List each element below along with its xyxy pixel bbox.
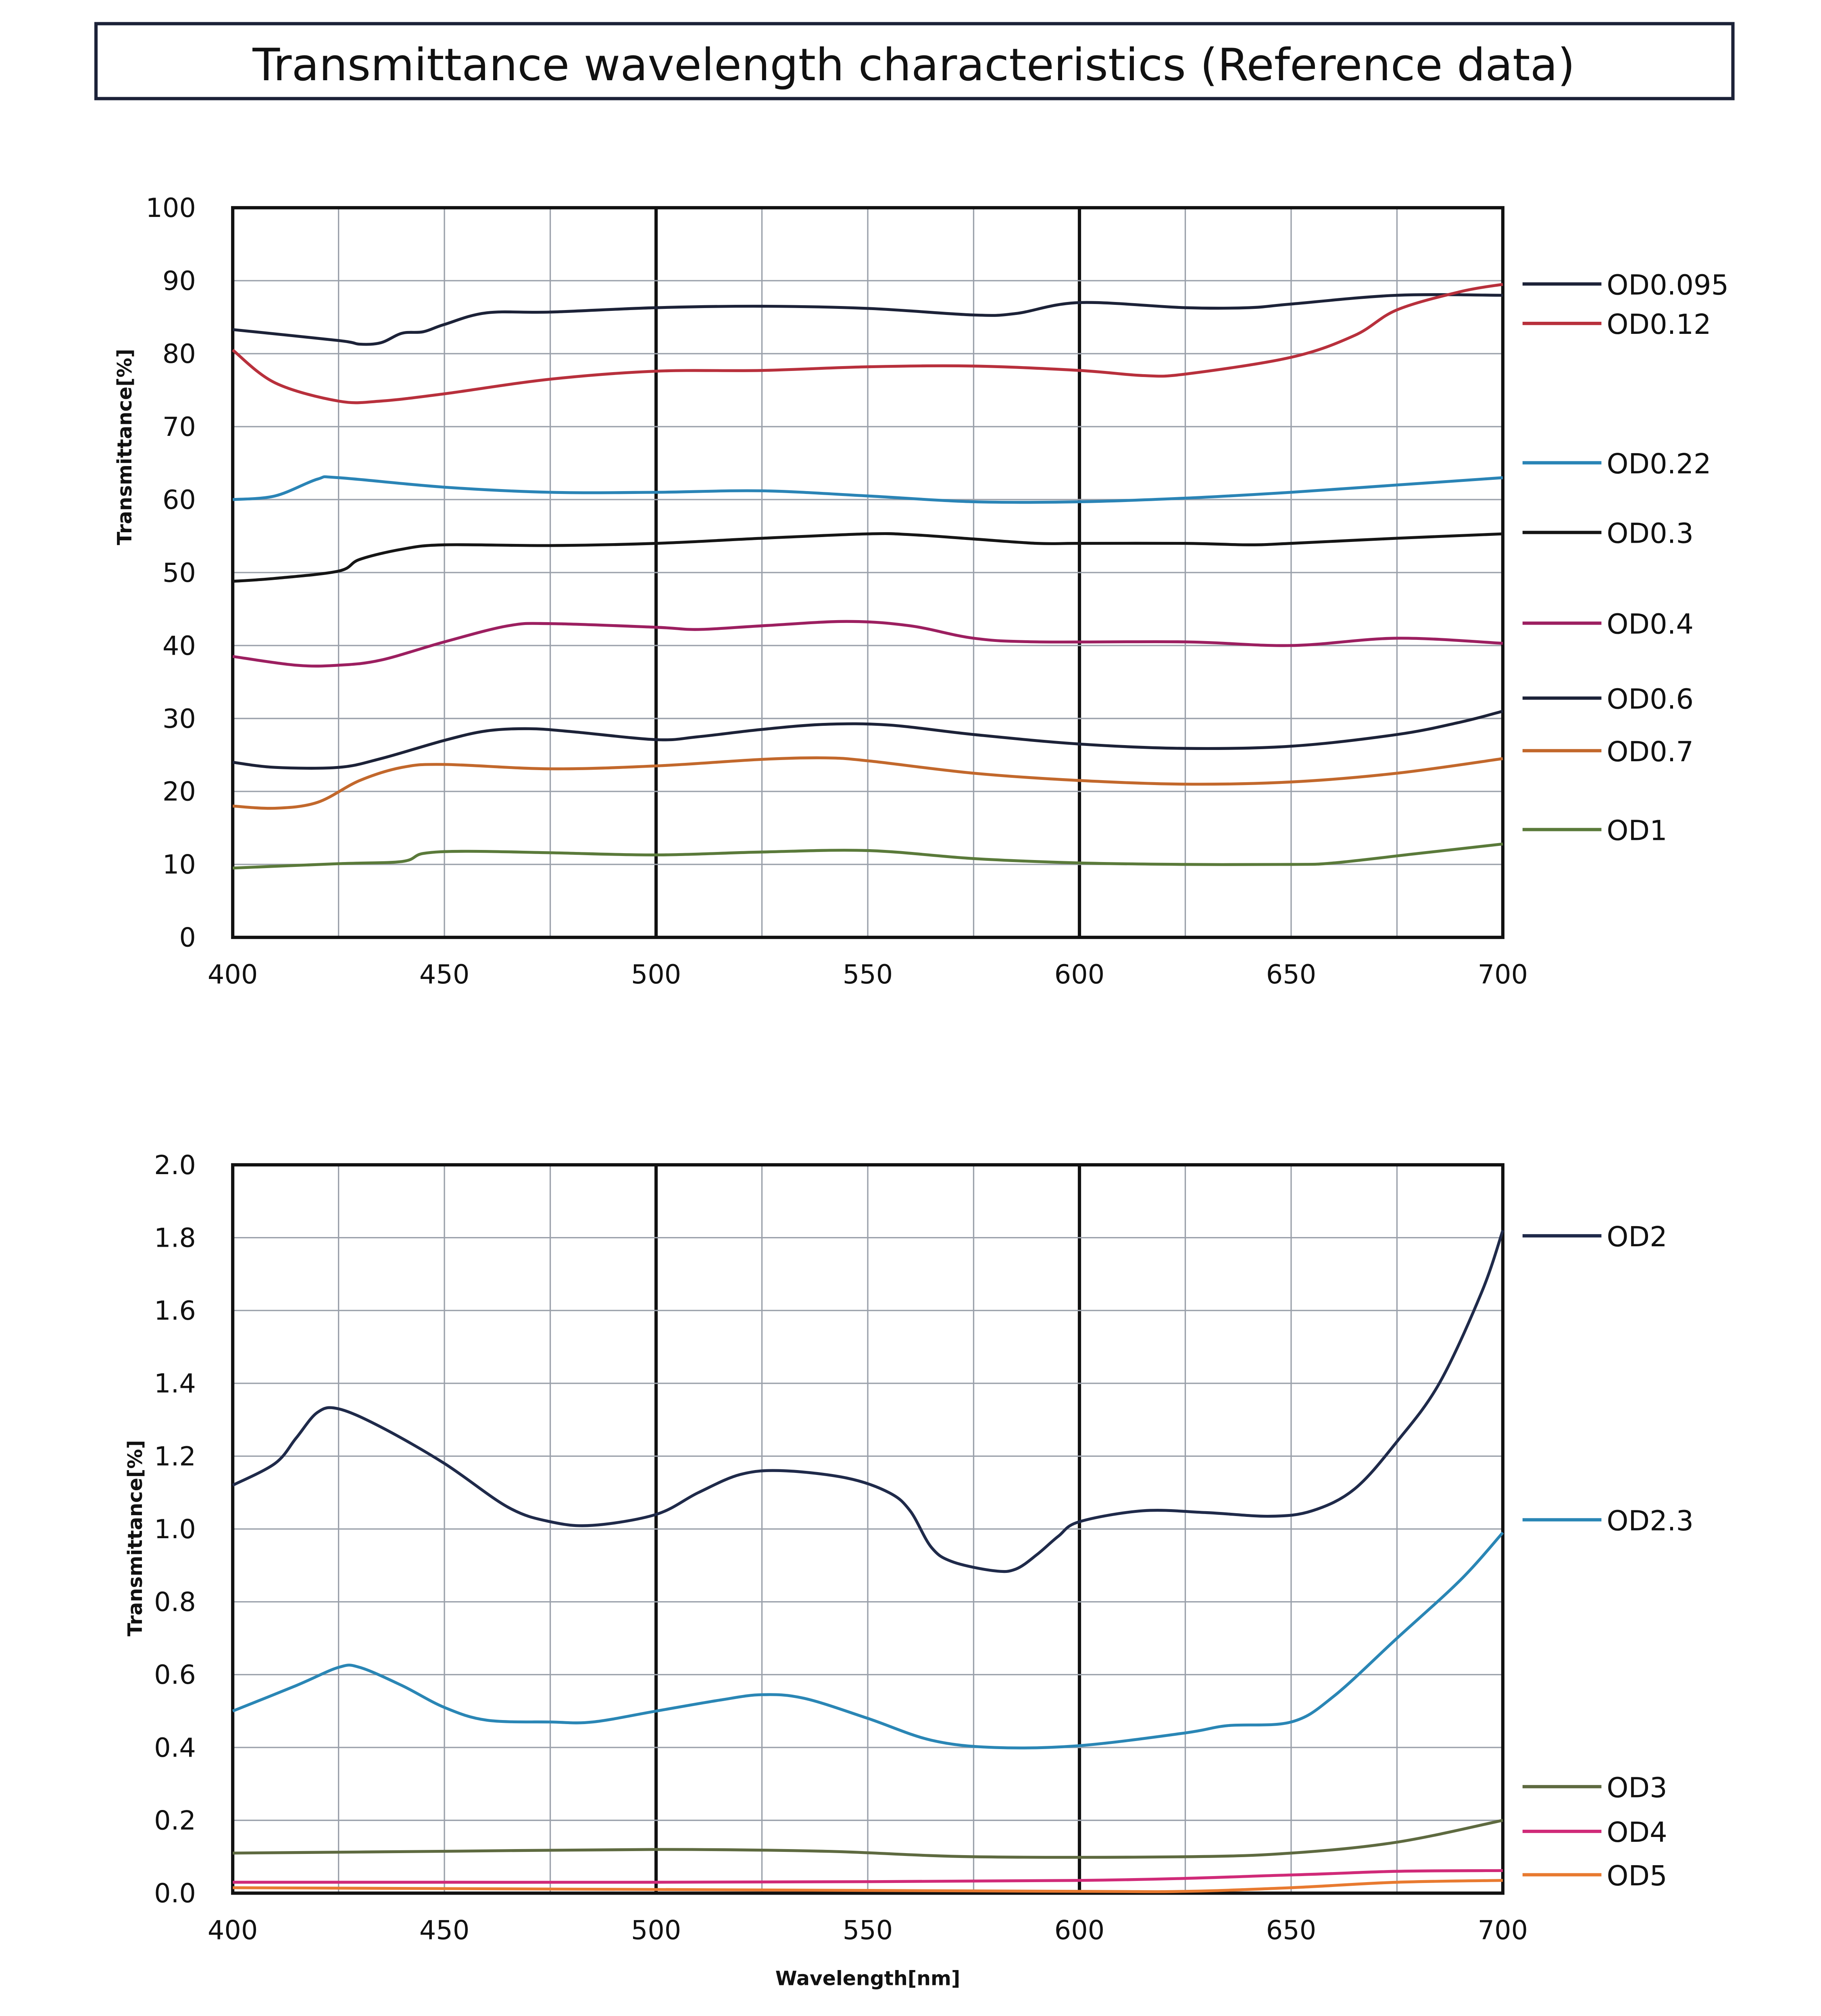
y-tick-label: 60: [163, 485, 196, 515]
y-axis-label: Transmittance[%]: [113, 349, 136, 545]
x-tick-label: 550: [843, 959, 893, 990]
y-tick-label: 0.0: [154, 1878, 196, 1909]
series-line-od0-095: [232, 293, 1503, 346]
y-tick-label: 40: [163, 631, 196, 661]
plot-2: 0.0 0.2 0.4 0.6 0.8 1.0 1.2 1.4 1.6 1.8 2.0 400 450 5…: [124, 1150, 1694, 1990]
x-tick-label: 500: [631, 959, 681, 990]
y-tick-label: 30: [163, 704, 196, 734]
series-line-od0-3: [232, 532, 1503, 583]
legend-label: OD0.4: [1607, 608, 1694, 641]
series-line-od0-7: [232, 756, 1503, 810]
plot-frame: [231, 206, 1504, 939]
x-tick-label: 450: [419, 959, 469, 990]
series-line-od1: [232, 842, 1503, 870]
x-axis-label: Wavelength[nm]: [775, 1967, 961, 1990]
plot-1: 0 10 20 30 40 50 60 70 80 90 100 400 450 500 550 600 650…: [113, 193, 1729, 990]
series-line-od3: [233, 1819, 1503, 1859]
legend-label: OD0.3: [1607, 518, 1694, 550]
series-line-od0-22: [232, 475, 1503, 504]
legend-label: OD0.6: [1607, 683, 1694, 715]
x-tick-label: 500: [631, 1915, 681, 1945]
x-tick-label: 450: [419, 1915, 469, 1945]
y-tick-label: 20: [163, 777, 196, 807]
y-tick-label: 1.0: [154, 1514, 196, 1545]
series-line-od0-6: [232, 710, 1503, 770]
legend-label: OD0.095: [1607, 269, 1729, 301]
legend-label: OD3: [1607, 1772, 1667, 1804]
legend-label: OD5: [1607, 1860, 1667, 1892]
y-tick-label: 100: [146, 193, 196, 223]
series-line-od0-12: [231, 283, 1503, 404]
x-tick-label: 650: [1266, 1915, 1316, 1945]
series-line-od4: [233, 1869, 1503, 1884]
title-box: [94, 22, 1735, 100]
legend-label: OD1: [1607, 815, 1667, 847]
y-tick-label: 1.8: [154, 1223, 196, 1253]
legend-label: OD0.22: [1607, 448, 1711, 480]
y-tick-label: 0: [179, 923, 196, 953]
x-tick-label: 400: [208, 959, 258, 990]
series-line-od0-4: [232, 620, 1503, 668]
legend-label: OD2.3: [1607, 1505, 1694, 1537]
y-tick-label: 0.4: [154, 1733, 196, 1763]
legend-label: OD2: [1607, 1221, 1667, 1253]
plot-frame: [231, 1163, 1504, 1895]
x-tick-label: 600: [1054, 959, 1104, 990]
series-line-od2: [232, 1230, 1504, 1573]
legend-label: OD0.12: [1607, 308, 1711, 341]
legend-label: OD4: [1607, 1816, 1667, 1849]
y-tick-label: 1.6: [154, 1295, 196, 1326]
y-tick-label: 90: [163, 266, 196, 296]
y-tick-label: 80: [163, 339, 196, 369]
y-tick-label: 70: [163, 412, 196, 442]
y-tick-label: 2.0: [154, 1150, 196, 1181]
y-axis-label: Transmittance[%]: [124, 1440, 147, 1636]
x-tick-label: 700: [1478, 959, 1528, 990]
y-tick-label: 50: [163, 558, 196, 588]
x-tick-label: 700: [1478, 1915, 1528, 1945]
y-tick-label: 10: [163, 850, 196, 880]
y-tick-label: 0.6: [154, 1660, 196, 1690]
y-tick-label: 0.2: [154, 1806, 196, 1836]
legend-label: OD0.7: [1607, 736, 1694, 768]
x-tick-label: 550: [843, 1915, 893, 1945]
chart-title: Transmittance wavelength characteristics…: [252, 39, 1575, 91]
y-tick-label: 1.2: [154, 1441, 196, 1472]
series-line-od2-3: [232, 1531, 1504, 1749]
series-line-od5: [233, 1879, 1503, 1893]
x-tick-label: 650: [1266, 959, 1316, 990]
y-tick-label: 0.8: [154, 1587, 196, 1618]
x-tick-label: 600: [1054, 1915, 1104, 1945]
y-tick-label: 1.4: [154, 1368, 196, 1399]
x-tick-label: 400: [208, 1915, 258, 1945]
